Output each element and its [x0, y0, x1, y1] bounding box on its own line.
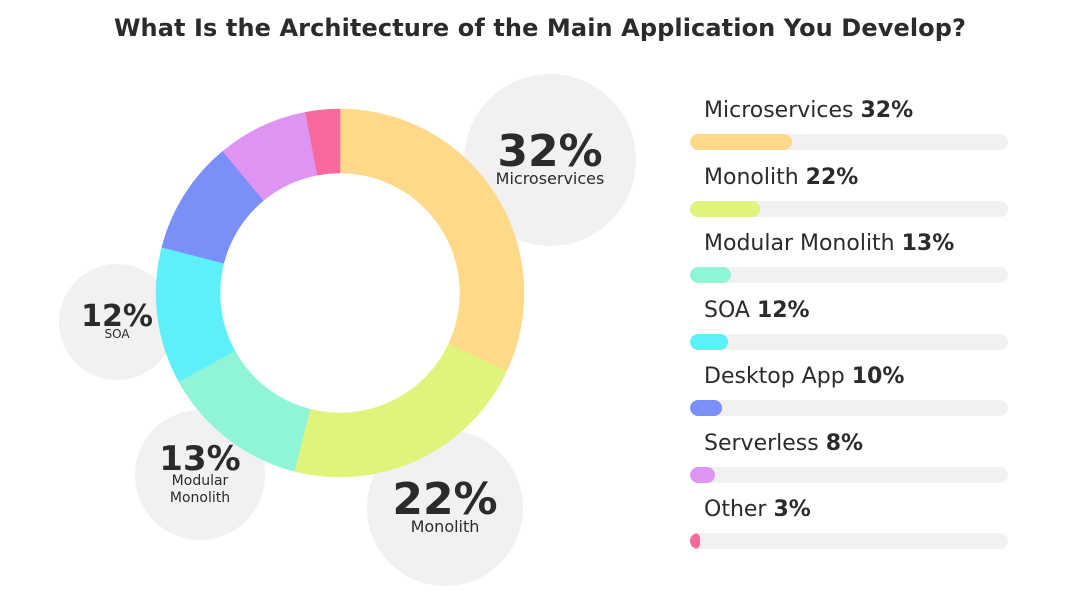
legend-name: Monolith [704, 164, 806, 190]
legend-bar-other [690, 533, 700, 549]
legend-pct: 22% [805, 164, 859, 190]
callout-label-soa: SOA [104, 327, 130, 341]
callout-pct-microservices: 32% [497, 126, 602, 177]
chart-title: What Is the Architecture of the Main App… [113, 14, 967, 42]
legend-item-monolith: Monolith 22% [690, 165, 1010, 225]
legend-bar-track [690, 134, 1008, 150]
legend-bar-track [690, 200, 1008, 217]
legend-pct: 12% [756, 297, 810, 323]
callout-pct-monolith: 22% [392, 474, 497, 525]
legend-item-modular-monolith: Modular Monolith 13% [690, 231, 1010, 291]
callout-label-modular-monolith: Modular [172, 473, 229, 489]
legend-label: Microservices 32% [704, 98, 913, 123]
legend-label: SOA 12% [704, 298, 810, 323]
callout-label-modular-monolith: Monolith [170, 490, 230, 506]
legend-name: Desktop App [704, 364, 852, 389]
legend-label: Other 3% [704, 497, 811, 522]
legend-bar-track [690, 400, 1008, 416]
legend-bar-monolith [690, 200, 760, 217]
callout-pct-modular-monolith: 13% [159, 439, 240, 479]
slice-monolith [293, 343, 507, 478]
legend-label: Serverless 8% [704, 431, 863, 456]
slice-microservices [339, 108, 525, 372]
legend-bar-track [690, 466, 1008, 483]
legend-item-serverless: Serverless 8% [690, 431, 1010, 491]
legend-bar-desktop-app [690, 400, 722, 416]
legend-bar-serverless [690, 466, 716, 483]
legend-item-soa: SOA 12% [690, 298, 1010, 358]
callout-label-microservices: Microservices [496, 169, 605, 188]
legend-label: Desktop App 10% [704, 364, 904, 389]
legend-bar-microservices [690, 134, 792, 150]
legend-name: SOA [704, 297, 757, 323]
legend-pct: 10% [851, 364, 905, 389]
legend-item-microservices: Microservices 32% [690, 98, 1010, 158]
legend-pct: 8% [825, 430, 864, 456]
legend-pct: 3% [773, 497, 811, 522]
legend-pct: 32% [860, 98, 914, 123]
callout-label-monolith: Monolith [411, 517, 480, 536]
legend-item-other: Other 3% [690, 497, 1010, 557]
legend-bar-soa [690, 333, 729, 350]
legend-name: Other [704, 497, 774, 522]
legend-item-desktop-app: Desktop App 10% [690, 364, 1010, 424]
legend-name: Serverless [704, 430, 826, 456]
callout-bubble-monolith [367, 430, 523, 586]
callout-bubble-microservices [464, 74, 636, 246]
callout-bubble-soa [59, 264, 175, 380]
slice-other [305, 108, 341, 176]
legend-bar-modular-monolith [690, 267, 732, 283]
legend-bar-track [690, 533, 1008, 549]
legend-label: Modular Monolith 13% [704, 231, 954, 256]
callout-pct-soa: 12% [81, 299, 153, 334]
legend-pct: 13% [901, 231, 955, 256]
legend-label: Monolith 22% [704, 165, 858, 190]
legend-name: Modular Monolith [704, 231, 902, 256]
legend-name: Microservices [704, 98, 861, 123]
legend-bar-track [690, 333, 1008, 350]
legend-bar-track [690, 267, 1008, 283]
